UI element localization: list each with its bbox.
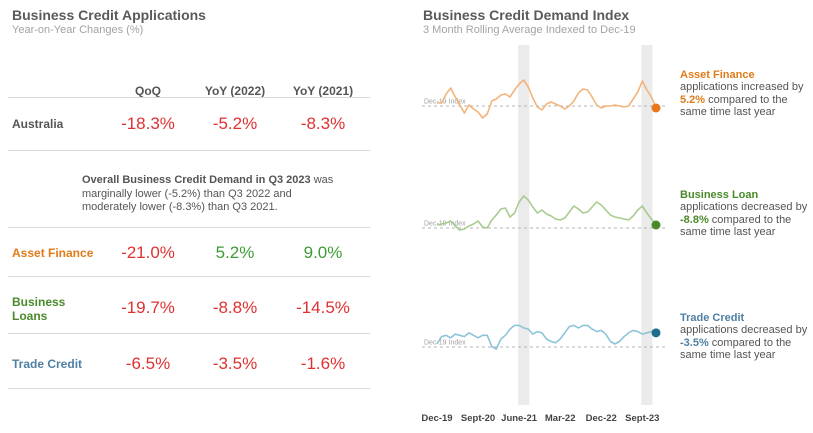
col-header-qoq: QoQ xyxy=(135,84,161,98)
trade-credit-yoy-2022: -3.5% xyxy=(212,354,258,373)
business-loan-desc-after: compared to the same time last year xyxy=(680,213,792,239)
summary-note-line3: moderately lower (-8.3%) than Q3 2021. xyxy=(82,201,278,213)
col-header-yoy-2021: YoY (2021) xyxy=(292,84,354,98)
trade-credit-series-name: Trade Credit xyxy=(680,312,745,324)
row-label-australia: Australia xyxy=(12,117,64,131)
business-loans-divider xyxy=(8,333,370,334)
series-endpoint-2 xyxy=(651,328,661,338)
series-endpoint-1 xyxy=(651,220,661,230)
asset-finance-divider xyxy=(8,276,370,277)
business-loans-yoy-2022: -8.8% xyxy=(212,298,258,317)
left-title: Business Credit Applications xyxy=(12,7,206,23)
header-divider xyxy=(8,97,370,98)
business-loan-annotation: Business Loan applications decreased by … xyxy=(680,189,810,239)
business-loan-series-desc: applications decreased by -8.8% compared… xyxy=(680,201,810,239)
australia-divider xyxy=(8,150,370,151)
business-loan-series-name: Business Loan xyxy=(680,189,759,201)
shaded-period-1 xyxy=(641,45,653,405)
business-loan-desc-before: applications decreased by xyxy=(680,201,808,213)
series-line-2 xyxy=(436,324,657,350)
right-title: Business Credit Demand Index xyxy=(423,7,630,23)
trade-credit-desc-value: -3.5% xyxy=(680,336,709,349)
series-line-1 xyxy=(436,195,657,231)
row-label-trade-credit: Trade Credit xyxy=(12,357,83,371)
australia-yoy-2021: -8.3% xyxy=(300,114,346,133)
trade-credit-qoq: -6.5% xyxy=(125,354,171,373)
business-loans-qoq: -19.7% xyxy=(121,298,175,317)
baseline-label-2: Dec-19 Index xyxy=(424,340,466,347)
trade-credit-desc-before: applications decreased by xyxy=(680,324,808,336)
asset-finance-yoy-2021: 9.0% xyxy=(303,243,343,262)
trade-credit-annotation: Trade Credit applications decreased by -… xyxy=(680,312,810,362)
asset-finance-series-desc: applications increased by 5.2% compared … xyxy=(680,81,810,119)
asset-finance-yoy-2022: 5.2% xyxy=(215,243,255,262)
series-line-0 xyxy=(437,79,657,119)
summary-note-bold: Overall Business Credit Demand in Q3 202… xyxy=(82,174,311,186)
australia-yoy-2022: -5.2% xyxy=(212,114,258,133)
business-loans-yoy-2021: -14.5% xyxy=(296,298,350,317)
summary-note-rest1: was xyxy=(310,174,334,186)
x-tick-label-1: Sept-20 xyxy=(461,413,495,424)
asset-finance-desc-value: 5.2% xyxy=(680,93,706,106)
x-tick-label-2: June-21 xyxy=(501,413,538,424)
trade-credit-yoy-2021: -1.6% xyxy=(300,354,346,373)
row-label-business-loans-line2: Loans xyxy=(12,309,48,323)
x-tick-label-3: Mar-22 xyxy=(545,413,576,424)
trade-credit-divider xyxy=(8,388,370,389)
x-tick-label-5: Sept-23 xyxy=(625,413,659,424)
asset-finance-annotation: Asset Finance applications increased by … xyxy=(680,69,810,119)
asset-finance-desc-after: compared to the same time last year xyxy=(680,93,788,119)
shaded-period-0 xyxy=(518,45,530,405)
asset-finance-desc-before: applications increased by xyxy=(680,81,804,93)
note-divider xyxy=(8,227,370,228)
row-label-asset-finance: Asset Finance xyxy=(12,246,94,260)
row-label-business-loans: Business Loans xyxy=(12,295,65,323)
left-subtitle: Year-on-Year Changes (%) xyxy=(12,24,144,36)
asset-finance-qoq: -21.0% xyxy=(121,243,175,262)
row-label-business-loans-line1: Business xyxy=(12,295,66,309)
col-header-yoy-2022: YoY (2022) xyxy=(204,84,266,98)
summary-note: Overall Business Credit Demand in Q3 202… xyxy=(82,174,352,215)
x-tick-label-4: Dec-22 xyxy=(586,413,617,424)
baseline-label-0: Dec-19 Index xyxy=(424,99,466,106)
x-tick-label-0: Dec-19 xyxy=(421,413,452,424)
business-loan-desc-value: -8.8% xyxy=(680,213,709,226)
summary-note-line2: marginally lower (-5.2%) than Q3 2022 an… xyxy=(82,187,292,200)
trade-credit-desc-after: compared to the same time last year xyxy=(680,336,792,362)
series-endpoint-0 xyxy=(651,103,661,113)
right-subtitle: 3 Month Rolling Average Indexed to Dec-1… xyxy=(423,24,636,36)
australia-qoq: -18.3% xyxy=(121,114,175,133)
asset-finance-series-name: Asset Finance xyxy=(680,69,755,81)
trade-credit-series-desc: applications decreased by -3.5% compared… xyxy=(680,324,810,362)
